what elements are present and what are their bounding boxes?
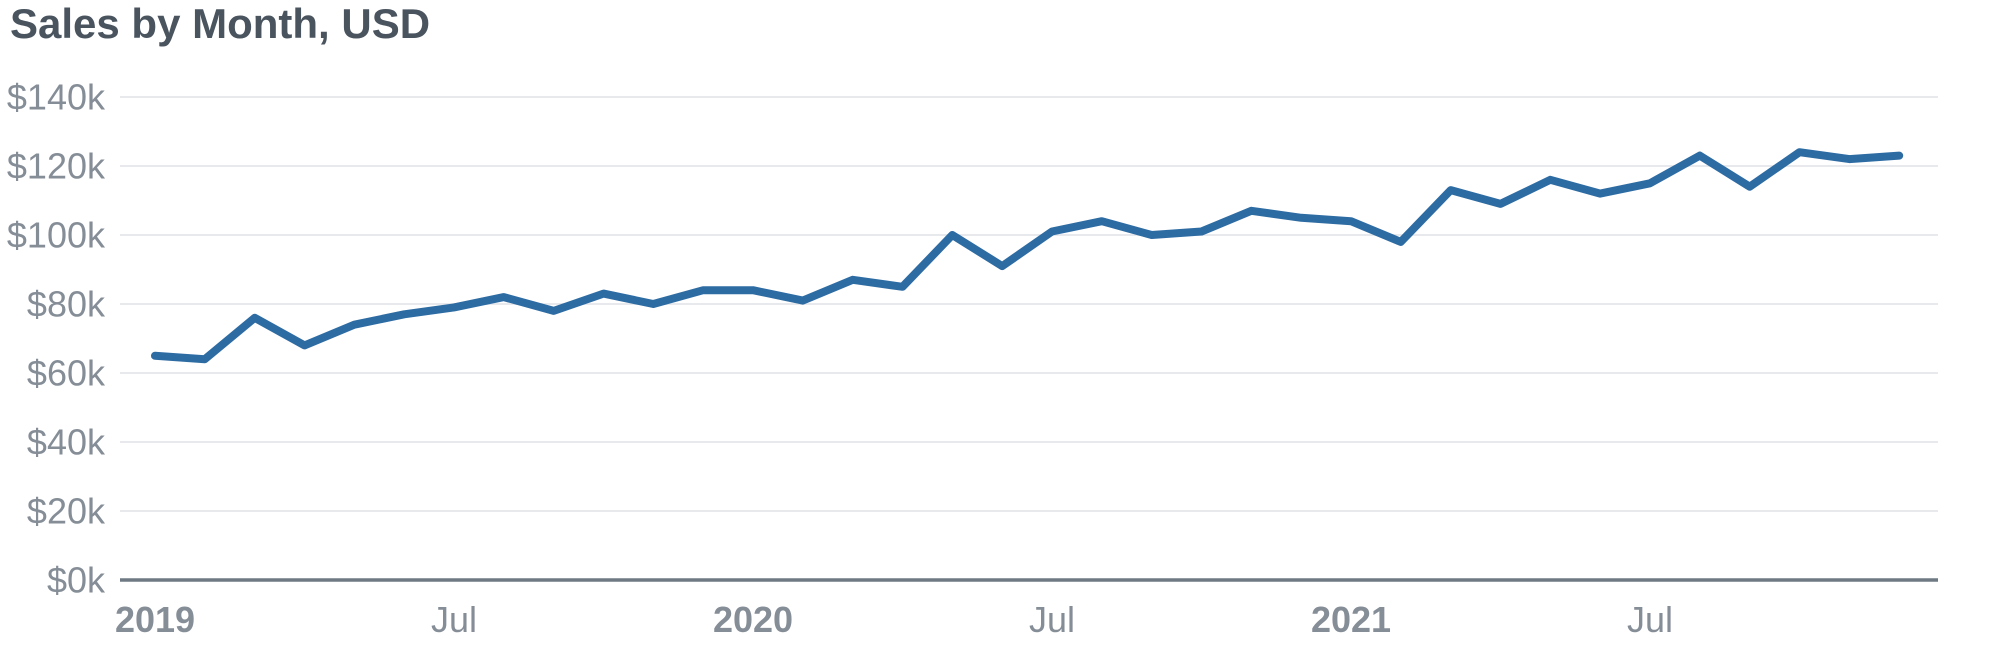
y-tick-label: $80k bbox=[27, 284, 106, 325]
y-tick-label: $140k bbox=[7, 77, 106, 118]
x-tick-label: Jul bbox=[431, 599, 477, 640]
y-tick-label: $100k bbox=[7, 215, 106, 256]
y-tick-label: $20k bbox=[27, 491, 106, 532]
y-tick-label: $120k bbox=[7, 146, 106, 187]
y-tick-label: $40k bbox=[27, 422, 106, 463]
y-tick-label: $0k bbox=[47, 560, 106, 601]
x-tick-label: 2021 bbox=[1311, 599, 1391, 640]
chart-title: Sales by Month, USD bbox=[10, 0, 431, 47]
x-tick-label: Jul bbox=[1627, 599, 1673, 640]
x-tick-label: Jul bbox=[1029, 599, 1075, 640]
y-tick-label: $60k bbox=[27, 353, 106, 394]
x-tick-label: 2019 bbox=[115, 599, 195, 640]
sales-line-series bbox=[151, 148, 1904, 364]
x-tick-label: 2020 bbox=[713, 599, 793, 640]
